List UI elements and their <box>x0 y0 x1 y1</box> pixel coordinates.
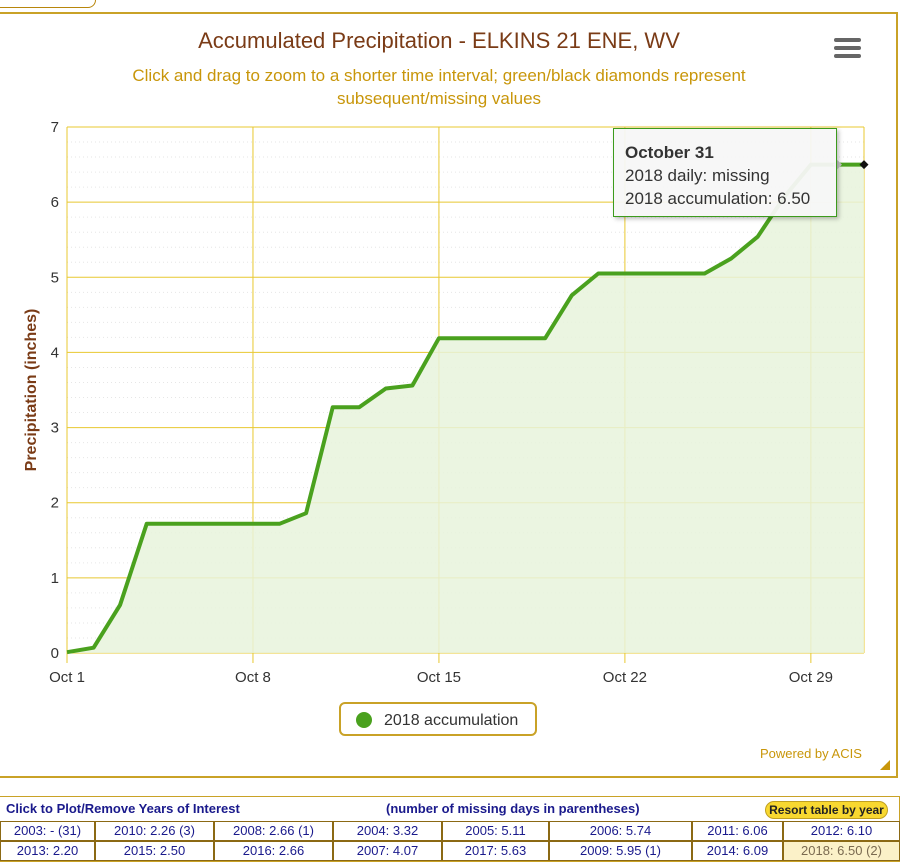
y-tick-label: 7 <box>51 119 59 136</box>
y-tick-label: 0 <box>51 645 59 662</box>
menu-icon[interactable] <box>829 34 865 64</box>
legend-item-2018[interactable]: 2018 accumulation <box>339 702 537 736</box>
year-cell[interactable]: 2011: 6.06 <box>692 821 783 841</box>
x-tick-label: Oct 15 <box>417 669 461 686</box>
y-tick-label: 1 <box>51 570 59 587</box>
legend-label: 2018 accumulation <box>384 712 519 729</box>
year-cell[interactable]: 2014: 6.09 <box>692 841 783 861</box>
x-tick-label: Oct 1 <box>49 669 85 686</box>
legend-dot-icon <box>356 712 372 728</box>
year-cell[interactable]: 2012: 6.10 <box>783 821 900 841</box>
year-cell[interactable]: 2003: - (31) <box>0 821 95 841</box>
year-cell[interactable]: 2006: 5.74 <box>549 821 692 841</box>
y-tick-label: 3 <box>51 420 59 437</box>
diamond-marker <box>859 160 869 170</box>
x-tick-label: Oct 8 <box>235 669 271 686</box>
tooltip-accumulation: 2018 accumulation: 6.50 <box>625 189 811 208</box>
chart-plot[interactable]: 0 1 2 3 4 5 6 7 Oct 1 Oct 8 Oct 15 Oct 22 Oct 29 Prec… <box>0 0 910 790</box>
year-cell[interactable]: 2013: 2.20 <box>0 841 95 861</box>
year-cell[interactable]: 2004: 3.32 <box>333 821 442 841</box>
table-header-mid: (number of missing days in parentheses) <box>386 801 640 816</box>
table-header: Click to Plot/Remove Years of Interest (… <box>0 797 900 821</box>
y-tick-label: 4 <box>51 344 59 361</box>
year-cell[interactable]: 2005: 5.11 <box>442 821 549 841</box>
year-cell[interactable]: 2015: 2.50 <box>95 841 214 861</box>
table-header-left: Click to Plot/Remove Years of Interest <box>6 801 240 816</box>
series-line <box>66 162 864 655</box>
y-tick-label: 6 <box>51 194 59 211</box>
credits-link[interactable]: Powered by ACIS <box>760 746 862 761</box>
tooltip-daily: 2018 daily: missing <box>625 166 770 185</box>
chart-subtitle: Click and drag to zoom to a shorter time… <box>132 66 746 108</box>
x-tick-label: Oct 29 <box>789 669 833 686</box>
year-cell[interactable]: 2017: 5.63 <box>442 841 549 861</box>
tooltip: October 31 2018 daily: missing 2018 accu… <box>613 128 837 217</box>
x-tick-label: Oct 22 <box>603 669 647 686</box>
year-cell[interactable]: 2009: 5.95 (1) <box>549 841 692 861</box>
tooltip-date: October 31 <box>625 143 714 162</box>
year-cell[interactable]: 2010: 2.26 (3) <box>95 821 214 841</box>
y-tick-label: 2 <box>51 495 59 512</box>
year-cell[interactable]: 2018: 6.50 (2) <box>783 841 900 861</box>
series-area <box>67 164 864 653</box>
y-tick-label: 5 <box>51 269 59 286</box>
years-table: Click to Plot/Remove Years of Interest (… <box>0 796 900 862</box>
year-cell[interactable]: 2016: 2.66 <box>214 841 333 861</box>
y-axis-title: Precipitation (inches) <box>23 309 40 472</box>
year-cell[interactable]: 2007: 4.07 <box>333 841 442 861</box>
chart-title: Accumulated Precipitation - ELKINS 21 EN… <box>198 28 680 53</box>
resort-button[interactable]: Resort table by year <box>765 801 888 819</box>
resize-handle-icon[interactable] <box>880 760 890 770</box>
year-cell[interactable]: 2008: 2.66 (1) <box>214 821 333 841</box>
